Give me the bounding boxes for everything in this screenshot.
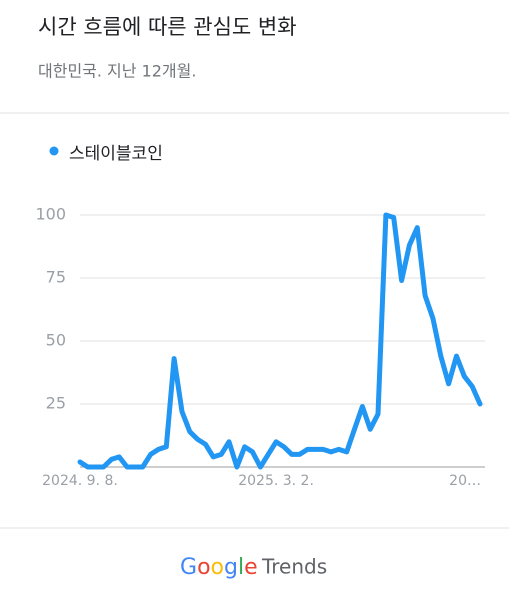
chart-title: 시간 흐름에 따른 관심도 변화 xyxy=(38,15,297,39)
y-tick-label: 50 xyxy=(46,331,66,350)
x-tick-label: 2024. 9. 8. xyxy=(42,473,118,489)
trend-line xyxy=(77,212,483,470)
y-tick-label: 75 xyxy=(46,268,66,287)
footer-product: Trends xyxy=(261,555,327,579)
footer-brand: Google xyxy=(180,555,258,580)
legend-marker xyxy=(49,146,59,156)
x-tick-label: 2025. 3. 2. xyxy=(238,473,314,489)
y-tick-label: 100 xyxy=(35,205,66,224)
y-tick-label: 25 xyxy=(46,394,66,413)
chart-subtitle: 대한민국. 지난 12개월. xyxy=(38,62,196,81)
x-tick-label: 20… xyxy=(449,473,481,489)
legend-label: 스테이블코인 xyxy=(69,144,163,164)
